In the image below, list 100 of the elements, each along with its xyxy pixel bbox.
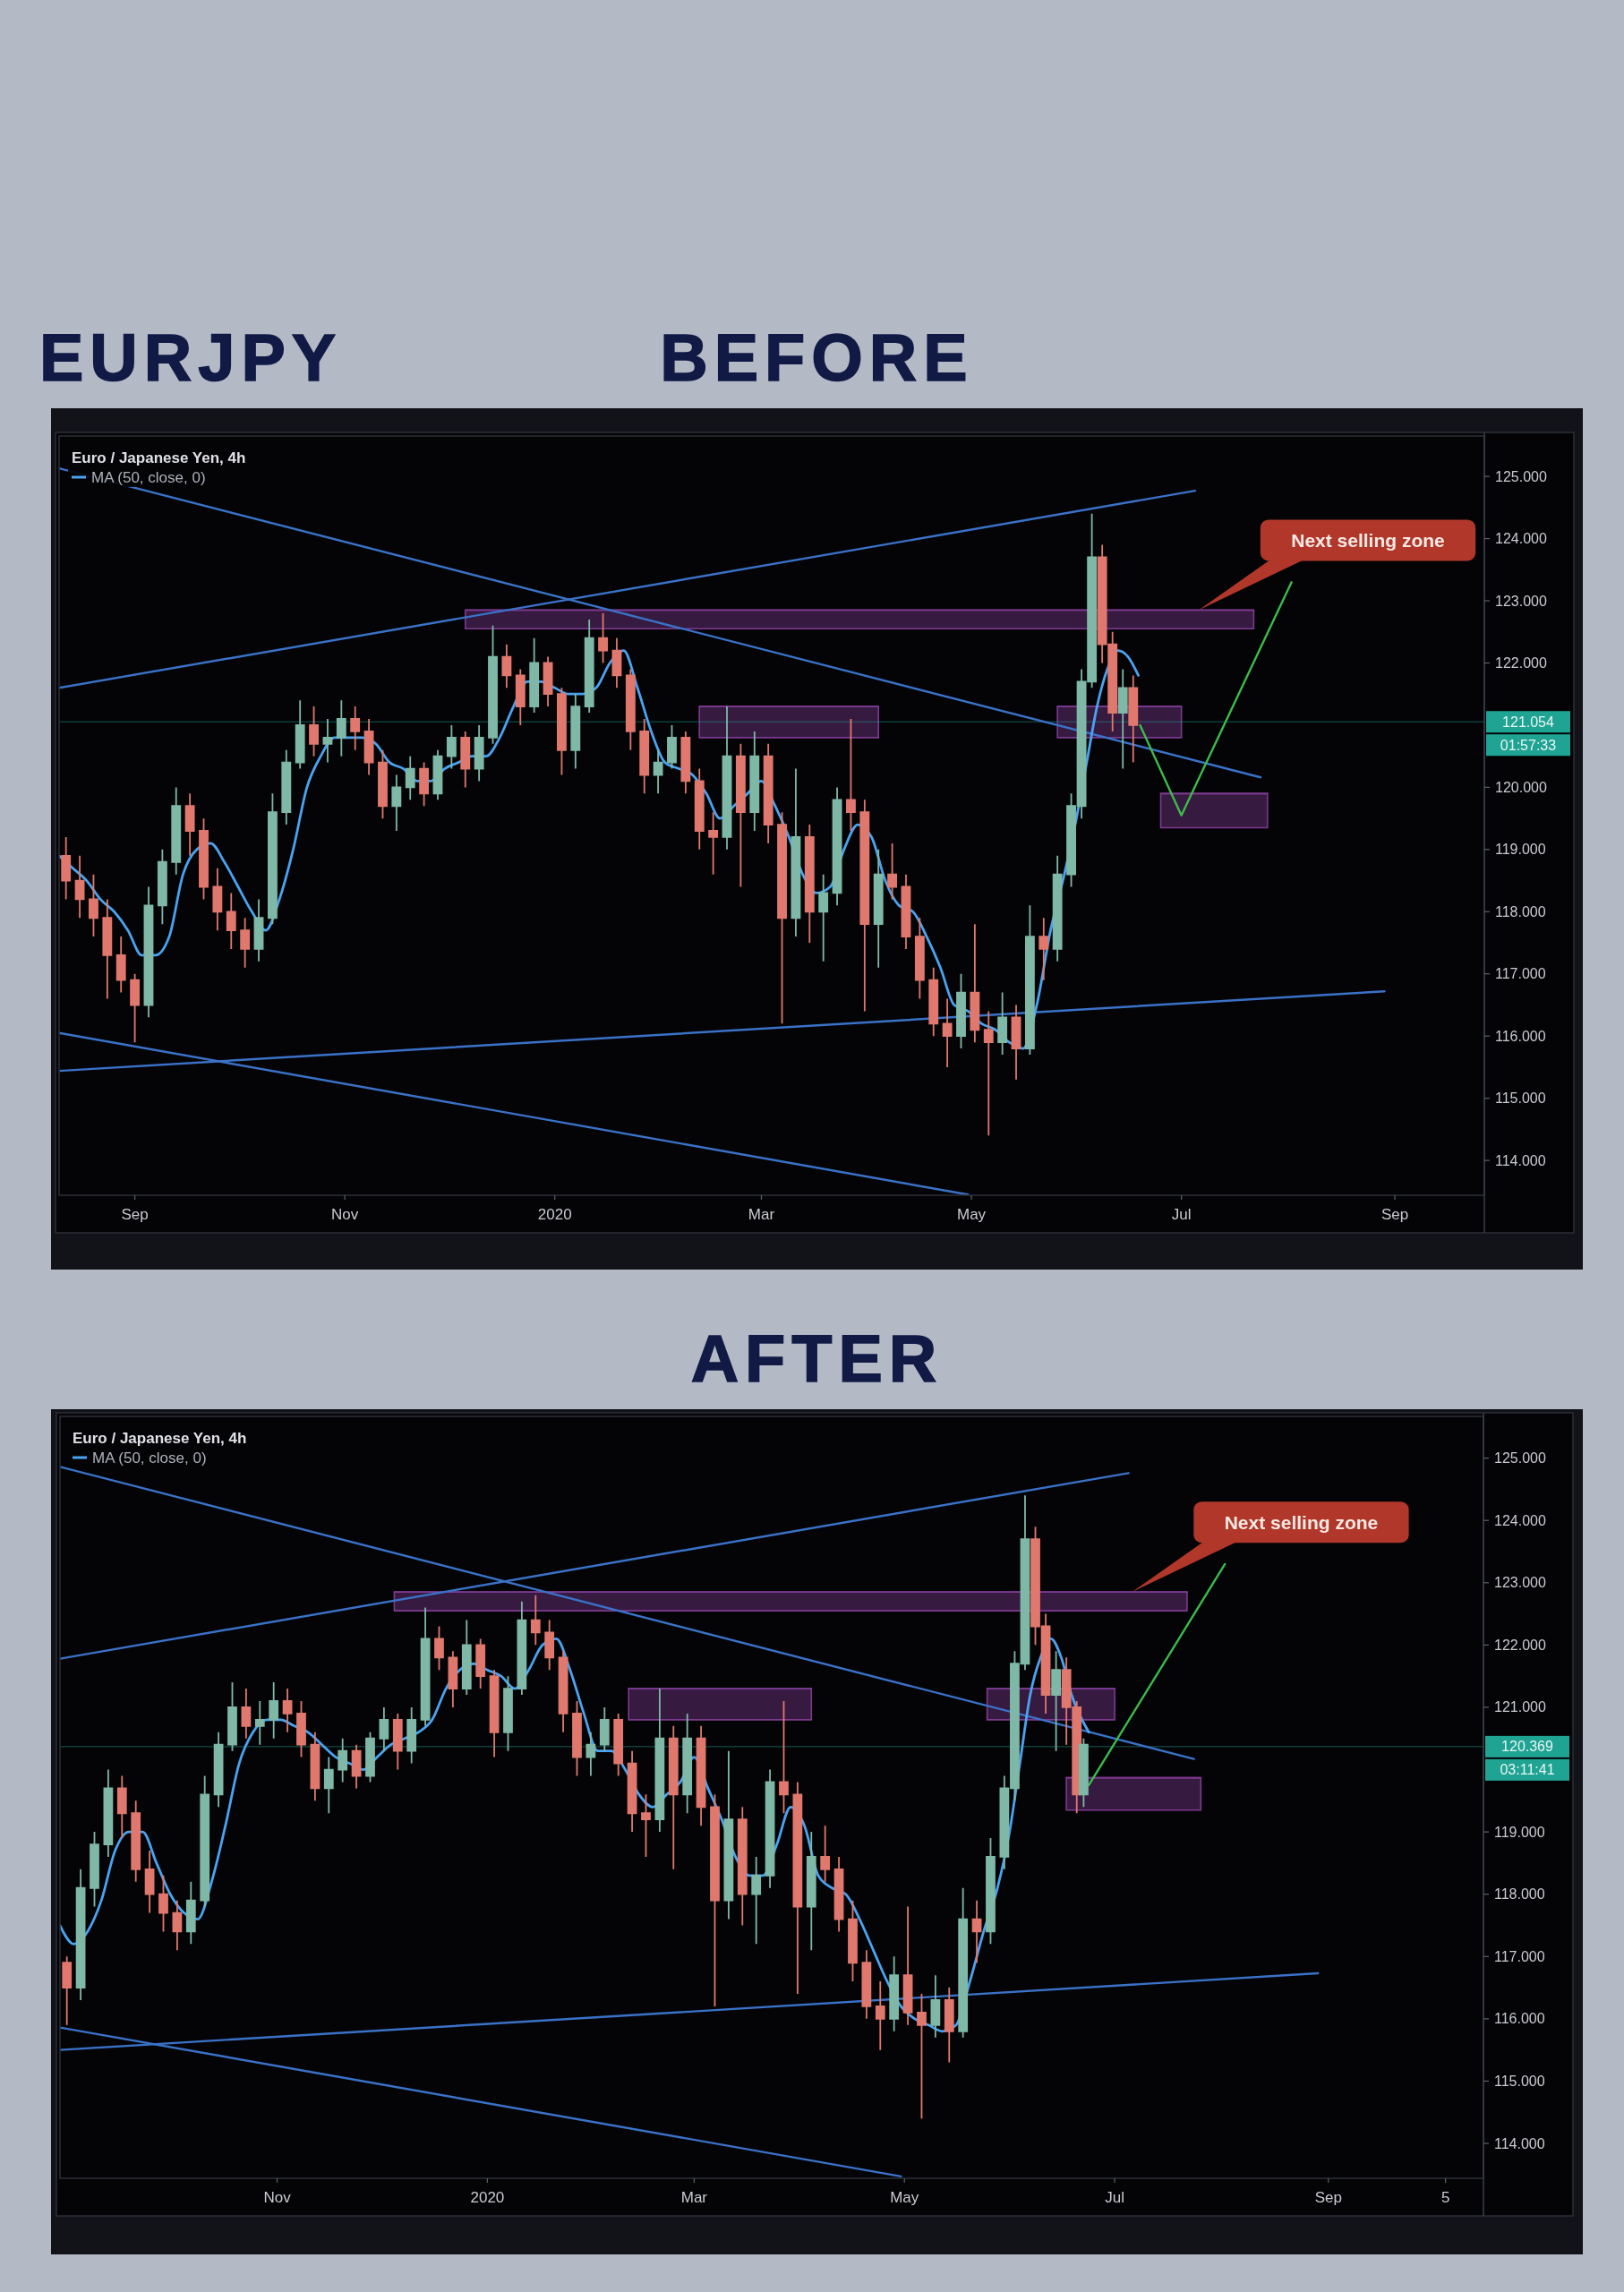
y-tick-label: 118.000 [1495, 903, 1546, 919]
candlestick [1011, 1004, 1021, 1081]
annotation: Next selling zone [1291, 529, 1445, 551]
candlestick [710, 1793, 720, 2007]
candlestick [873, 848, 884, 969]
candlestick [406, 1706, 417, 1765]
x-tick-label: Sep [1380, 1206, 1409, 1223]
candlestick [1039, 917, 1049, 981]
candlestick [749, 730, 760, 832]
candlestick [363, 718, 374, 776]
candlestick [572, 1700, 582, 1777]
candlestick [625, 668, 636, 751]
candlestick [570, 693, 581, 770]
candlestick [461, 1619, 472, 1696]
x-tick-label: Mar [680, 2189, 708, 2206]
candlestick [917, 1993, 927, 2120]
candlestick [309, 706, 319, 757]
candlestick [227, 1681, 237, 1752]
chart-title: AFTER [690, 1321, 944, 1396]
annotation: Next selling zone [1224, 1511, 1379, 1533]
ref-line-label: 120.369 [1501, 1739, 1554, 1755]
candlestick [434, 1625, 444, 1672]
candlestick [820, 1825, 831, 1883]
candlestick [599, 1706, 610, 1752]
candlestick [735, 742, 746, 888]
candlestick [530, 1594, 541, 1646]
candlestick [639, 718, 650, 795]
candlestick [241, 1688, 252, 1740]
candlestick [914, 917, 925, 1000]
candlestick [861, 1949, 872, 2020]
candlestick [171, 786, 182, 876]
y-tick-label: 125.000 [1495, 468, 1547, 484]
x-tick-label: May [890, 2189, 919, 2206]
candlestick [970, 923, 980, 1044]
candlestick [158, 1874, 168, 1933]
x-tick-label: Mar [748, 1206, 775, 1223]
x-tick-label: Sep [1314, 2189, 1342, 2206]
chart-title: BEFORE [660, 321, 974, 395]
candlestick [804, 824, 815, 944]
candlestick [503, 1675, 513, 1752]
candlestick [792, 1781, 803, 1995]
candlestick [378, 748, 388, 820]
candlestick [74, 854, 85, 919]
candlestick [322, 718, 333, 764]
candlestick [61, 836, 72, 901]
candlestick [791, 767, 801, 937]
candlestick [172, 1899, 183, 1952]
candlestick [751, 1856, 762, 1946]
candlestick [323, 1756, 334, 1815]
x-tick-label: 2020 [470, 2189, 505, 2206]
candlestick [281, 748, 292, 825]
candlestick [668, 1724, 679, 1870]
candlestick [653, 748, 663, 795]
y-tick-label: 115.000 [1495, 1090, 1546, 1107]
text: 01:57:33 [1500, 737, 1557, 753]
candlestick [391, 774, 402, 832]
y-tick-label: 124.000 [1495, 531, 1547, 547]
x-tick-label: Jul [1171, 1206, 1192, 1223]
candlestick [930, 1974, 941, 2039]
candlestick [365, 1731, 375, 1783]
candlestick [103, 1768, 114, 1858]
candlestick [763, 742, 774, 844]
y-tick-label: 121.000 [1494, 1699, 1546, 1715]
candlestick [543, 655, 553, 708]
candlestick [392, 1713, 403, 1771]
candlestick [558, 1650, 568, 1733]
candlestick [253, 898, 264, 962]
candlestick [694, 767, 705, 851]
x-tick-label: May [956, 1206, 987, 1223]
candlestick [875, 1980, 885, 2051]
candlestick [956, 972, 966, 1049]
candlestick [654, 1688, 665, 1834]
candlestick [488, 624, 498, 745]
candlestick [777, 811, 787, 1025]
candlestick [420, 1606, 431, 1727]
candlestick [613, 1713, 624, 1777]
y-tick-label: 119.000 [1494, 1824, 1545, 1840]
candlestick [213, 1731, 224, 1809]
candlestick [254, 1700, 265, 1746]
candlestick [515, 668, 526, 726]
candlestick [115, 936, 126, 994]
candlestick [185, 1880, 196, 1946]
candlestick [116, 1775, 127, 1839]
candlestick [351, 1743, 362, 1790]
candlestick [598, 612, 608, 664]
candlestick [310, 1731, 321, 1802]
candlestick [338, 1737, 348, 1783]
candlestick [1052, 854, 1063, 962]
candlestick [723, 1749, 734, 1920]
candlestick [350, 706, 361, 751]
candlestick [1117, 668, 1128, 770]
legend-label: MA (50, close, 0) [92, 1450, 207, 1467]
candlestick [986, 1837, 996, 1946]
y-tick-label: 124.000 [1494, 1512, 1546, 1528]
candlestick [584, 618, 594, 714]
candlestick [818, 873, 829, 962]
candlestick [848, 1899, 858, 1983]
candlestick [942, 997, 953, 1068]
text: EURJPY [39, 321, 343, 395]
candlestick [336, 699, 346, 757]
